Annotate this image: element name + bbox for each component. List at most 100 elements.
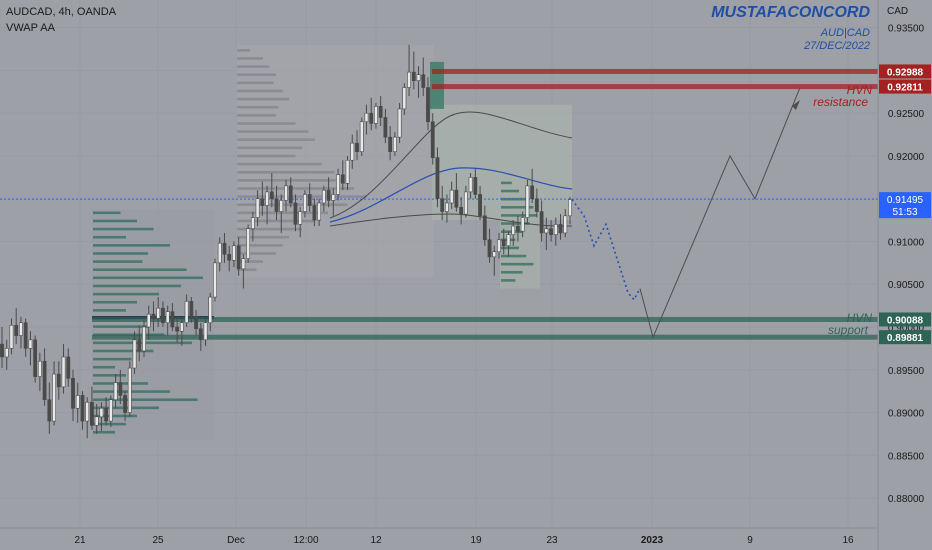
candle-body [397,108,402,138]
candle-body [227,254,232,261]
profile-bar [501,189,519,193]
profile-bar [237,57,263,60]
profile-bar [237,179,341,182]
candle-body [497,239,501,253]
profile-bar [237,219,315,223]
profile-bar [93,260,143,263]
x-tick-label: 23 [546,535,558,546]
current-price-label: 0.91495 [887,195,924,206]
y-tick-label: 0.88000 [888,494,925,505]
candle-body [473,177,478,195]
candle-body [331,194,336,201]
profile-region-mid [236,44,434,278]
level-price-label: 0.90088 [887,315,924,326]
indicator-label[interactable]: VWAP AA [6,22,55,34]
candle-body [544,228,549,234]
y-axis-ticks: 0.935000.930000.925000.920000.915000.910… [888,24,925,505]
profile-bar [93,357,132,361]
candle-body [274,198,279,212]
candle-body [478,194,482,217]
candle-body [85,401,90,422]
profile-bar [93,219,137,223]
hvn-level-band [432,84,878,90]
candle-body [426,87,430,123]
candle-body [90,401,94,426]
candle-body [449,189,454,204]
candle-body [260,198,265,206]
candle-body [75,395,80,409]
candle-body [364,112,369,123]
profile-bar [237,187,354,190]
candle-body [303,194,307,212]
projection-arrowhead [792,100,800,110]
candle-body [255,198,260,218]
hvn-label-resistance: HVN [847,83,873,97]
vwap-upper-band [329,111,573,219]
x-tick-label: 12 [370,535,382,546]
candle-body [146,313,151,328]
profile-bar [501,246,519,250]
profile-bar [237,146,302,150]
resistance-label: resistance [813,95,868,109]
profile-bar [93,252,148,255]
hvn-level-band [92,334,878,340]
candle-body [42,360,47,401]
candle-body [175,326,180,332]
profile-bar [93,284,181,288]
y-tick-label: 0.88500 [888,451,925,462]
candle-body [340,174,345,184]
candle-body [553,224,558,235]
candle-body [445,202,449,212]
candle-body [99,407,104,418]
y-tick-label: 0.90500 [888,280,925,291]
level-price-tag [879,64,931,79]
level-price-tag [879,330,931,345]
pair-note: AUD|CAD [820,27,870,39]
x-tick-label: 25 [152,535,164,546]
projection-dotted [571,199,641,302]
x-tick-label: 2023 [641,535,664,546]
candle-body [142,326,146,352]
level-price-label: 0.92988 [887,67,924,78]
candle-body [213,262,217,298]
y-tick-label: 0.89500 [888,366,925,377]
projection-solid [639,87,801,339]
hvn-levels [0,68,878,340]
candle-body [137,339,142,352]
candle-body [14,324,19,336]
candle-body [37,360,42,377]
profile-bar [93,422,126,426]
symbol-title[interactable]: AUDCAD, 4h, OANDA [6,6,117,18]
profile-bar [93,227,154,231]
x-tick-label: 16 [842,535,854,546]
candle-body [411,71,416,81]
candle-body [179,322,184,332]
candle-body [350,142,355,161]
level-price-label: 0.89881 [887,333,924,344]
candle-body [525,185,530,218]
candle-body [539,211,544,234]
candle-body [118,382,123,396]
candle-body [198,328,203,341]
profile-bar [237,211,328,215]
candle-body [321,189,326,204]
profile-bar [93,414,137,418]
candle-body [416,74,421,81]
candle-body [80,395,85,422]
candle-body [132,339,137,369]
candle-body [241,258,246,270]
x-tick-label: 12:00 [293,535,318,546]
candle-body [421,74,426,88]
profile-bar [237,130,309,133]
level-price-label: 0.92811 [887,83,923,94]
candle-body [127,367,132,413]
candle-body [288,185,293,204]
candle-body [161,307,165,324]
x-tick-label: 9 [747,535,753,546]
profile-bar [237,235,289,239]
candle-body [530,185,535,200]
candle-body [492,251,497,258]
profile-bar [501,270,523,274]
candle-body [383,117,388,138]
